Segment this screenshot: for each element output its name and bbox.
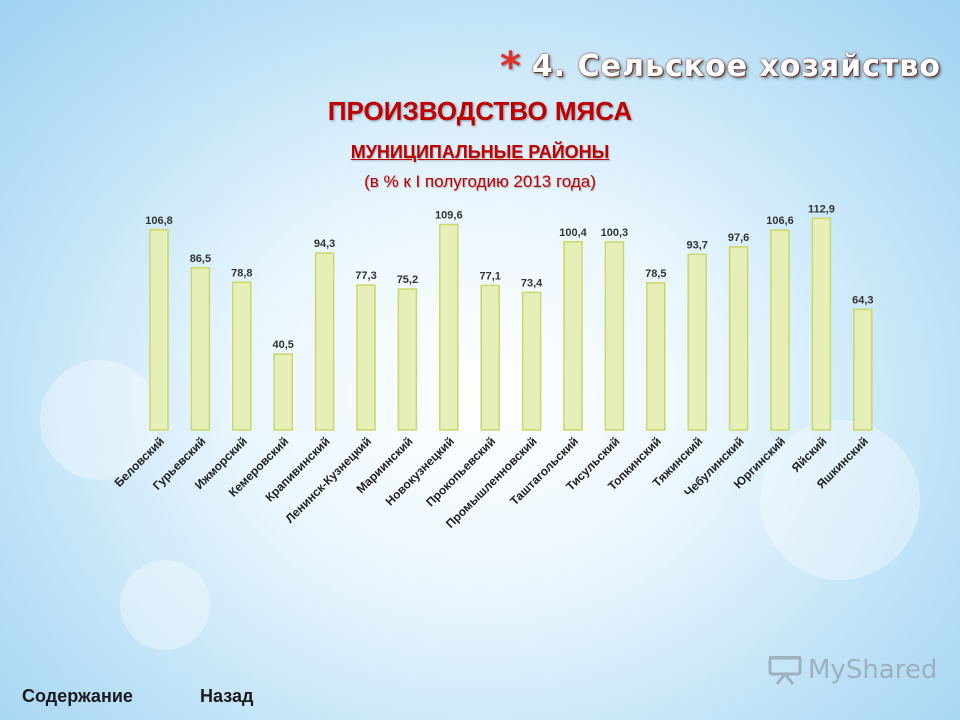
bar-6 (397, 288, 418, 431)
data-label-17: 64,3 (852, 294, 873, 306)
bar-4 (314, 252, 335, 431)
data-label-4: 94,3 (314, 238, 335, 250)
bar-15 (770, 229, 790, 431)
page-subtitle: МУНИЦИПАЛЬНЫЕ РАЙОНЫ (350, 142, 610, 162)
data-label-3: 40,5 (272, 339, 293, 351)
myshared-logo: MyShared (768, 655, 937, 685)
units-note: (в % к I полугодию 2013 года) (364, 172, 596, 191)
data-label-10: 100,4 (559, 227, 587, 239)
section-title: * 4. Сельское хозяйство (500, 44, 940, 90)
bar-17 (853, 308, 873, 431)
bar-10 (563, 241, 583, 431)
contents-link[interactable]: Содержание (22, 686, 133, 706)
bar-16 (811, 217, 832, 431)
logo-text: MyShared (808, 655, 938, 685)
data-label-7: 109,6 (435, 210, 463, 222)
category-label-16: Яйский (789, 434, 830, 475)
bar-12 (646, 282, 666, 431)
bar-7 (439, 223, 459, 431)
background-bokeh (760, 420, 920, 580)
data-label-9: 73,4 (521, 277, 543, 289)
bar-3 (273, 353, 293, 431)
presentation-icon (768, 656, 802, 685)
data-label-15: 106,6 (766, 215, 794, 227)
section-title-text: 4. Сельское хозяйство (531, 49, 941, 84)
data-label-12: 78,5 (645, 268, 666, 280)
bar-14 (728, 246, 749, 431)
star-icon: * (500, 44, 522, 90)
bar-1 (190, 267, 211, 431)
background-bokeh (120, 560, 210, 650)
bar-5 (356, 284, 376, 431)
data-label-13: 93,7 (686, 239, 707, 251)
data-label-16: 112,9 (808, 203, 835, 215)
data-label-5: 77,3 (355, 270, 376, 282)
data-label-14: 97,6 (728, 232, 749, 244)
bar-9 (521, 291, 542, 431)
background-bokeh (40, 360, 160, 480)
bar-2 (232, 281, 252, 431)
data-label-11: 100,3 (601, 227, 629, 239)
data-label-1: 86,5 (190, 253, 211, 265)
page-title: ПРОИЗВОДСТВО МЯСА (327, 96, 633, 126)
bar-13 (687, 253, 707, 431)
bar-0 (149, 229, 169, 431)
data-label-8: 77,1 (479, 270, 500, 282)
back-link[interactable]: Назад (200, 686, 254, 706)
bar-11 (604, 241, 625, 431)
data-label-0: 106,8 (145, 215, 173, 227)
data-label-6: 75,2 (397, 274, 418, 286)
data-label-2: 78,8 (231, 267, 252, 279)
bar-8 (480, 284, 500, 431)
